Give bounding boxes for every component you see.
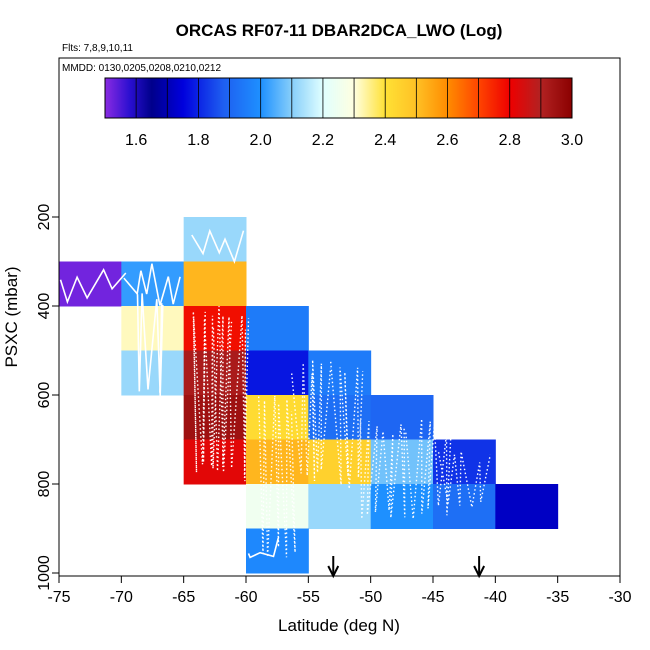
heatmap-cell xyxy=(59,261,122,307)
x-tick-label: -60 xyxy=(234,589,257,606)
colorbar-tick-label: 1.8 xyxy=(187,132,209,149)
colorbar-tick-label: 3.0 xyxy=(561,132,583,149)
flight-track-line xyxy=(405,418,452,519)
x-tick-label: -40 xyxy=(484,589,507,606)
x-axis-label: Latitude (deg N) xyxy=(278,616,400,635)
y-tick-label: 800 xyxy=(36,471,53,498)
colorbar-tick-label: 1.6 xyxy=(125,132,147,149)
colorbar-ticks: 1.6 1.8 2.0 2.2 2.4 2.6 2.8 3.0 xyxy=(125,78,583,149)
heatmap-cell xyxy=(308,395,372,440)
heatmap-cell xyxy=(183,439,247,485)
colorbar-tick-label: 2.0 xyxy=(250,132,272,149)
y-tick-label: 200 xyxy=(36,204,53,231)
x-tick-label: -65 xyxy=(172,589,195,606)
heatmap-cell xyxy=(308,484,372,529)
colorbar-tick-label: 2.4 xyxy=(374,132,396,149)
heatmap-cell xyxy=(121,350,185,396)
heatmap-cell xyxy=(246,395,309,440)
y-tick-label: 400 xyxy=(36,293,53,320)
x-tick-label: -75 xyxy=(47,589,70,606)
flight-track-line xyxy=(359,420,406,519)
heatmap-cell xyxy=(308,350,372,396)
flight-track-line xyxy=(192,306,233,473)
flight-track-line xyxy=(136,293,164,396)
x-axis: -75 -70 -65 -60 -55 -50 -45 -40 -35 -30 xyxy=(47,576,632,606)
y-axis: 200 400 600 800 1000 xyxy=(36,204,59,591)
heatmap-cells xyxy=(59,217,559,574)
colorbar-tick-label: 2.6 xyxy=(436,132,458,149)
heatmap-cell xyxy=(246,528,309,574)
chart-title: ORCAS RF07-11 DBAR2DCA_LWO (Log) xyxy=(176,21,503,40)
y-tick-label: 600 xyxy=(36,382,53,409)
heatmap-cell xyxy=(246,350,309,396)
colorbar-gradient-strip xyxy=(105,78,572,118)
colorbar: 1.6 1.8 2.0 2.2 2.4 2.6 2.8 3.0 xyxy=(104,77,583,149)
dates-note: MMDD: 0130,0205,0208,0210,0212 xyxy=(62,63,221,74)
colorbar-frame xyxy=(104,77,573,119)
heatmap-cell xyxy=(433,484,496,529)
flight-track-line xyxy=(191,228,245,264)
flight-track-line xyxy=(437,451,491,508)
y-axis-label: PSXC (mbar) xyxy=(2,266,21,367)
flight-track-line xyxy=(59,268,127,305)
flight-tracks xyxy=(59,228,491,568)
x-tick-label: -55 xyxy=(297,589,320,606)
flight-track-line xyxy=(59,519,67,568)
heatmap-cell xyxy=(495,484,559,529)
heatmap-cell xyxy=(246,306,309,351)
heatmap-cell xyxy=(246,484,309,529)
x-tick-label: -70 xyxy=(110,589,133,606)
heatmap-cell xyxy=(370,395,434,440)
flights-note: Flts: 7,8,9,10,11 xyxy=(62,43,133,54)
x-tick-label: -45 xyxy=(421,589,444,606)
heatmap-cell xyxy=(370,439,434,485)
heatmap-cell xyxy=(183,261,247,307)
flight-track-line xyxy=(258,395,296,558)
colorbar-tick-label: 2.8 xyxy=(499,132,521,149)
flight-track-line xyxy=(123,263,181,306)
plot-frame xyxy=(58,57,621,577)
x-tick-label: -35 xyxy=(546,589,569,606)
sounding-arrows xyxy=(327,556,486,579)
heatmap-cell xyxy=(433,439,496,485)
x-tick-label: -50 xyxy=(359,589,382,606)
flight-track-line xyxy=(247,537,280,559)
colorbar-tick-label: 2.2 xyxy=(312,132,334,149)
flight-track-line xyxy=(291,359,332,482)
x-tick-label: -30 xyxy=(608,589,631,606)
y-tick-label: 1000 xyxy=(36,555,53,591)
